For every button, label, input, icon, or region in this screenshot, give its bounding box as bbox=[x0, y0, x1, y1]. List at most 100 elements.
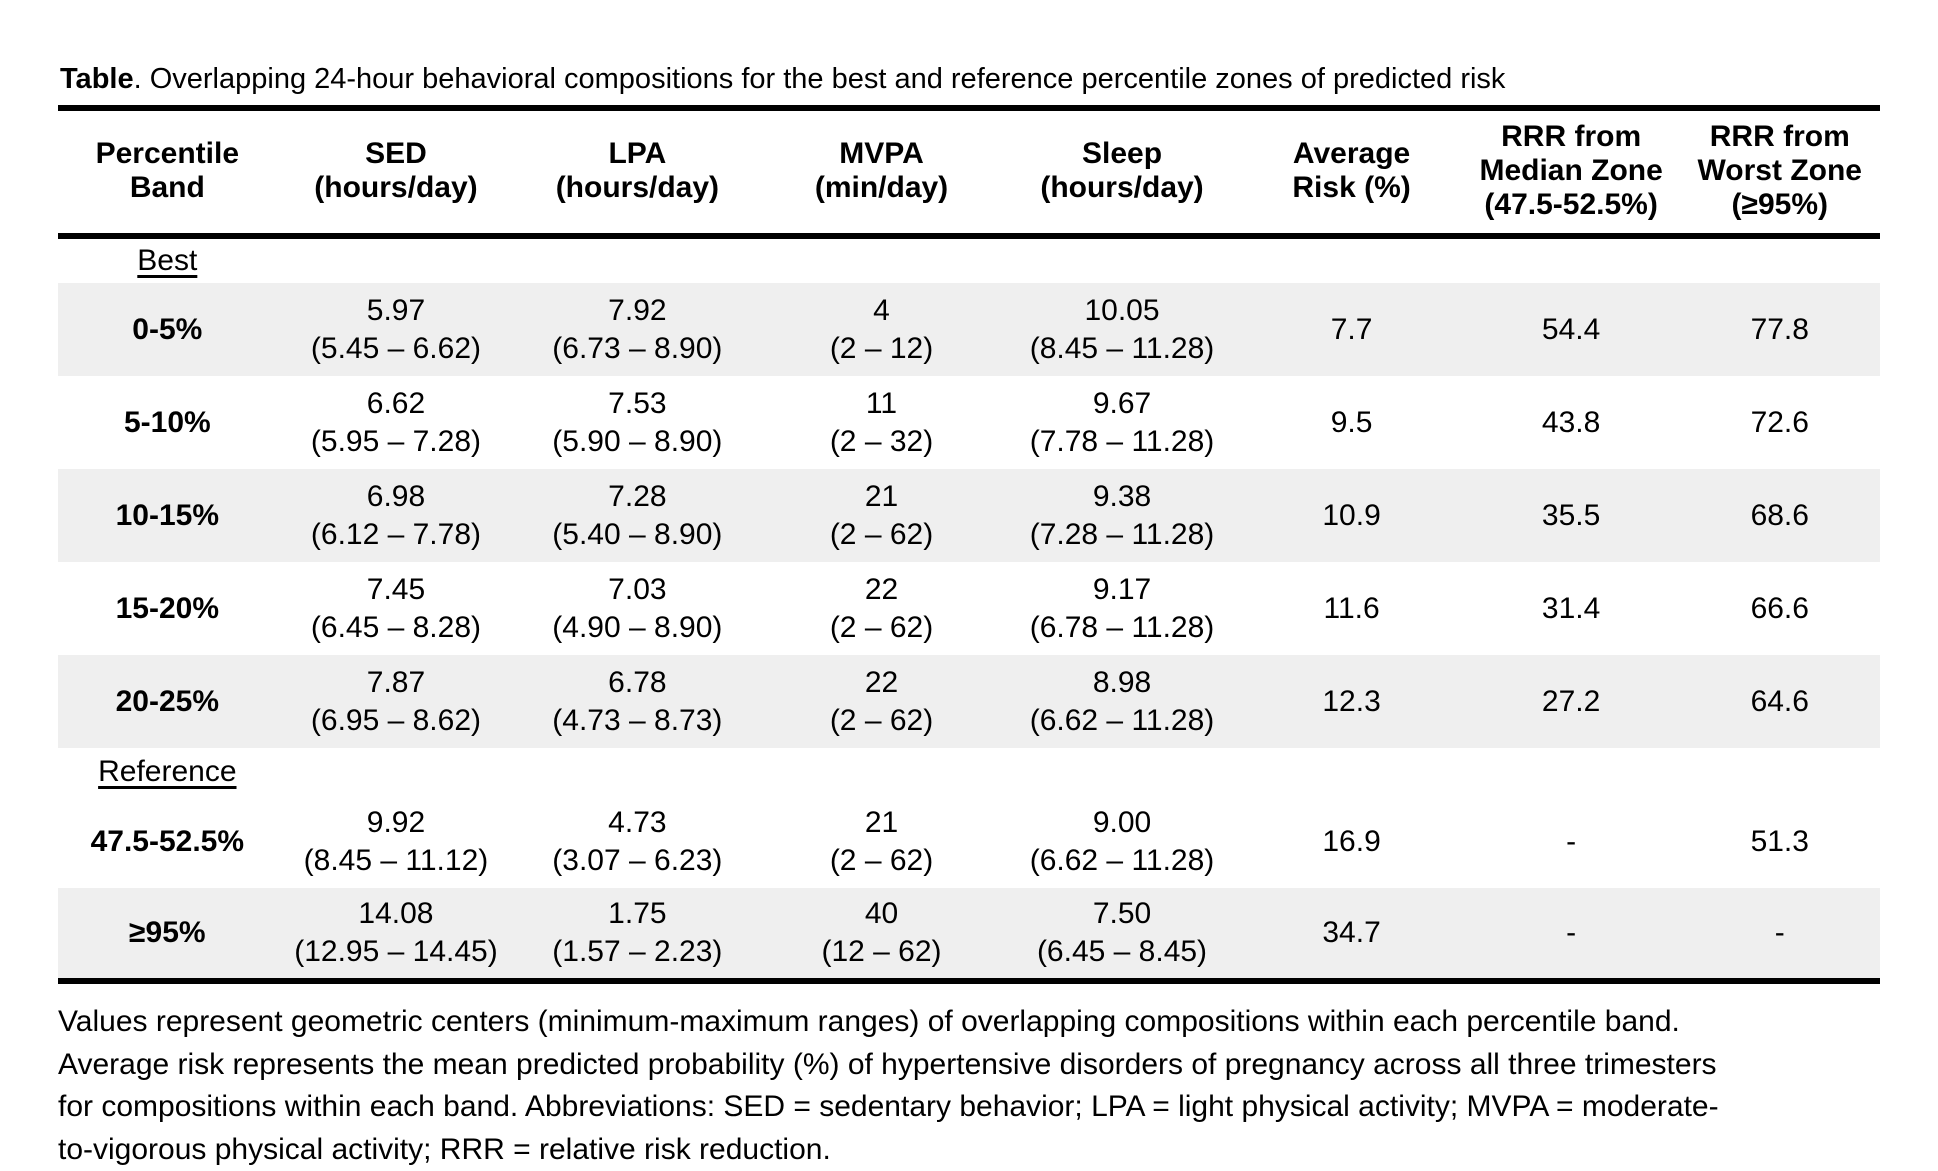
cell-value: 9.38 bbox=[1006, 478, 1239, 516]
cell-range: (6.95 – 8.62) bbox=[279, 702, 514, 740]
column-header-line: (hours/day) bbox=[517, 171, 757, 205]
cell-value: 9.00 bbox=[1006, 804, 1239, 842]
cell-value: 1.75 bbox=[517, 895, 757, 933]
cell-range: (6.62 – 11.28) bbox=[1006, 702, 1239, 740]
column-header-line: (hours/day) bbox=[1006, 171, 1239, 205]
cell-risk: 34.7 bbox=[1240, 888, 1462, 981]
cell-sed: 6.62(5.95 – 7.28) bbox=[277, 376, 516, 469]
cell-value: 14.08 bbox=[279, 895, 514, 933]
cell-value: 7.53 bbox=[517, 385, 757, 423]
cell-value: 10.05 bbox=[1006, 292, 1239, 330]
footnote: Values represent geometric centers (mini… bbox=[58, 1001, 1880, 1171]
cell-range: (6.45 – 8.45) bbox=[1006, 933, 1239, 971]
cell-range: (2 – 62) bbox=[761, 702, 1001, 740]
column-header-line: Band bbox=[60, 171, 275, 205]
cell-range: (6.73 – 8.90) bbox=[517, 330, 757, 368]
cell-risk: 16.9 bbox=[1240, 795, 1462, 888]
cell-range: (6.45 – 8.28) bbox=[279, 609, 514, 647]
column-header-line: (hours/day) bbox=[279, 171, 514, 205]
cell-sed: 5.97(5.45 – 6.62) bbox=[277, 283, 516, 376]
cell-range: (12.95 – 14.45) bbox=[279, 933, 514, 971]
cell-sleep: 7.50(6.45 – 8.45) bbox=[1004, 888, 1241, 981]
section-row: Reference bbox=[58, 748, 1880, 795]
cell-value: 7.87 bbox=[279, 664, 514, 702]
cell-range: (7.28 – 11.28) bbox=[1006, 516, 1239, 554]
cell-sleep: 9.00(6.62 – 11.28) bbox=[1004, 795, 1241, 888]
footnote-line: for compositions within each band. Abbre… bbox=[58, 1086, 1880, 1129]
cell-value: 6.62 bbox=[279, 385, 514, 423]
cell-range: (4.73 – 8.73) bbox=[517, 702, 757, 740]
cell-value: 7.45 bbox=[279, 571, 514, 609]
cell-value: 21 bbox=[761, 804, 1001, 842]
footnote-line: to-vigorous physical activity; RRR = rel… bbox=[58, 1129, 1880, 1171]
cell-lpa: 6.78(4.73 – 8.73) bbox=[515, 655, 759, 748]
cell-range: (7.78 – 11.28) bbox=[1006, 423, 1239, 461]
cell-lpa: 1.75(1.57 – 2.23) bbox=[515, 888, 759, 981]
column-header-mvpa: MVPA(min/day) bbox=[759, 108, 1003, 236]
section-label-cell: Best bbox=[58, 236, 277, 283]
cell-mvpa: 22(2 – 62) bbox=[759, 655, 1003, 748]
band-label: 20-25% bbox=[58, 655, 277, 748]
cell-rrr_worst: 51.3 bbox=[1680, 795, 1880, 888]
cell-value: 4.73 bbox=[517, 804, 757, 842]
cell-risk: 11.6 bbox=[1240, 562, 1462, 655]
cell-rrr_median: 35.5 bbox=[1463, 469, 1680, 562]
cell-value: 6.98 bbox=[279, 478, 514, 516]
cell-value: 9.67 bbox=[1006, 385, 1239, 423]
cell-mvpa: 21(2 – 62) bbox=[759, 795, 1003, 888]
cell-value: 22 bbox=[761, 571, 1001, 609]
column-header-line: MVPA bbox=[761, 137, 1001, 171]
cell-risk: 12.3 bbox=[1240, 655, 1462, 748]
cell-range: (8.45 – 11.28) bbox=[1006, 330, 1239, 368]
cell-value: 7.50 bbox=[1006, 895, 1239, 933]
cell-value: 21 bbox=[761, 478, 1001, 516]
column-header-line: LPA bbox=[517, 137, 757, 171]
table-row: 15-20%7.45(6.45 – 8.28)7.03(4.90 – 8.90)… bbox=[58, 562, 1880, 655]
cell-risk: 9.5 bbox=[1240, 376, 1462, 469]
section-filler-cell bbox=[277, 748, 1880, 795]
cell-value: 40 bbox=[761, 895, 1001, 933]
cell-value: 22 bbox=[761, 664, 1001, 702]
cell-rrr_median: 27.2 bbox=[1463, 655, 1680, 748]
table-row: 5-10%6.62(5.95 – 7.28)7.53(5.90 – 8.90)1… bbox=[58, 376, 1880, 469]
column-header-line: (47.5-52.5%) bbox=[1465, 188, 1678, 222]
cell-value: 8.98 bbox=[1006, 664, 1239, 702]
cell-range: (5.95 – 7.28) bbox=[279, 423, 514, 461]
cell-lpa: 7.28(5.40 – 8.90) bbox=[515, 469, 759, 562]
column-header-lpa: LPA(hours/day) bbox=[515, 108, 759, 236]
column-header-line: Sleep bbox=[1006, 137, 1239, 171]
band-label: ≥95% bbox=[58, 888, 277, 981]
cell-rrr_worst: 77.8 bbox=[1680, 283, 1880, 376]
column-header-line: Median Zone bbox=[1465, 154, 1678, 188]
column-header-line: (≥95%) bbox=[1682, 188, 1878, 222]
footnote-line: Average risk represents the mean predict… bbox=[58, 1044, 1880, 1087]
cell-value: 4 bbox=[761, 292, 1001, 330]
cell-rrr_median: 31.4 bbox=[1463, 562, 1680, 655]
band-label: 10-15% bbox=[58, 469, 277, 562]
cell-range: (12 – 62) bbox=[761, 933, 1001, 971]
cell-risk: 7.7 bbox=[1240, 283, 1462, 376]
cell-lpa: 7.92(6.73 – 8.90) bbox=[515, 283, 759, 376]
section-row: Best bbox=[58, 236, 1880, 283]
section-label: Reference bbox=[98, 755, 236, 788]
cell-mvpa: 11(2 – 32) bbox=[759, 376, 1003, 469]
column-header-line: Risk (%) bbox=[1242, 171, 1460, 205]
cell-range: (2 – 32) bbox=[761, 423, 1001, 461]
section-label-cell: Reference bbox=[58, 748, 277, 795]
cell-range: (2 – 62) bbox=[761, 609, 1001, 647]
cell-rrr_median: - bbox=[1463, 888, 1680, 981]
cell-mvpa: 21(2 – 62) bbox=[759, 469, 1003, 562]
cell-rrr_worst: 72.6 bbox=[1680, 376, 1880, 469]
band-label: 15-20% bbox=[58, 562, 277, 655]
cell-range: (1.57 – 2.23) bbox=[517, 933, 757, 971]
cell-range: (5.40 – 8.90) bbox=[517, 516, 757, 554]
table-title-text: . Overlapping 24-hour behavioral composi… bbox=[134, 63, 1506, 95]
table-row: 10-15%6.98(6.12 – 7.78)7.28(5.40 – 8.90)… bbox=[58, 469, 1880, 562]
cell-range: (3.07 – 6.23) bbox=[517, 842, 757, 880]
